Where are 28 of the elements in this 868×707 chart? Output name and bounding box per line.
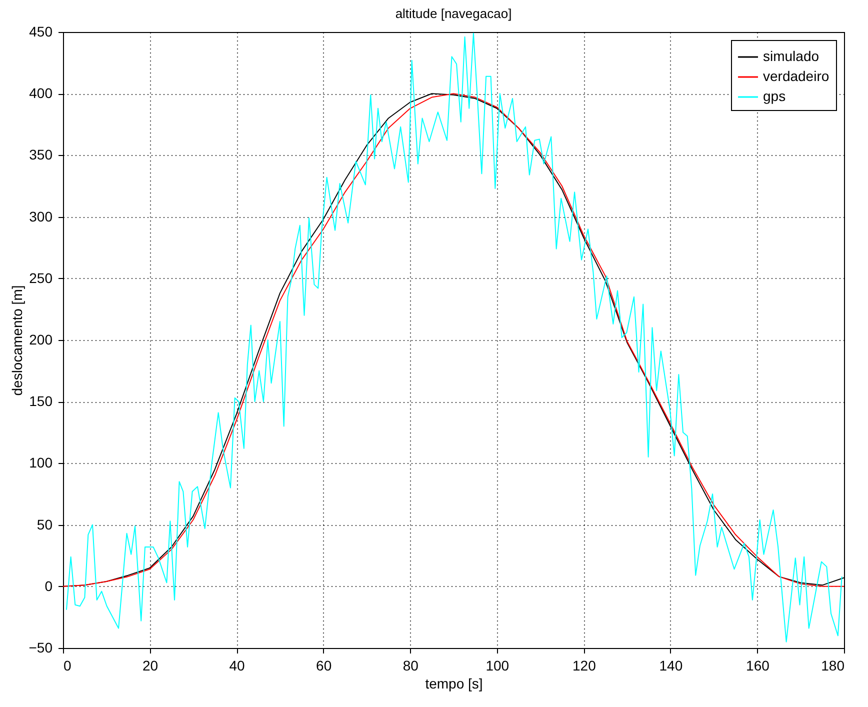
x-tick-label: 0 <box>64 658 72 674</box>
y-tick-label: 400 <box>29 85 53 102</box>
x-axis-title: tempo [s] <box>425 676 483 692</box>
x-tick-label: 120 <box>572 658 596 674</box>
x-tick-label: 20 <box>142 658 158 674</box>
x-tick-label: 40 <box>229 658 246 674</box>
y-tick-label: 100 <box>29 454 53 471</box>
legend-label: simulado <box>763 48 820 64</box>
y-tick-label: 50 <box>36 516 53 532</box>
y-tick-label: 450 <box>29 24 53 40</box>
y-axis-title: deslocamento [m] <box>8 285 25 396</box>
y-tick-label: 200 <box>29 332 53 348</box>
x-tick-label: 100 <box>486 658 510 674</box>
y-tick-label: 350 <box>29 146 53 163</box>
x-tick-label: 180 <box>821 658 845 674</box>
y-tick-label: 150 <box>29 393 53 410</box>
y-tick-label: −50 <box>28 640 53 656</box>
x-tick-label: 60 <box>316 658 332 674</box>
chart-title: altitude [navegacao] <box>395 6 512 21</box>
y-tick-label: 0 <box>44 578 53 594</box>
legend-label: gps <box>763 88 786 104</box>
x-tick-label: 160 <box>746 658 770 674</box>
line-series <box>66 32 842 642</box>
y-tick-label: 250 <box>29 270 53 286</box>
legend-label: verdadeiro <box>763 68 830 84</box>
x-tick-label: 140 <box>659 658 683 674</box>
x-tick-label: 80 <box>402 658 419 674</box>
y-tick-label: 300 <box>29 208 53 224</box>
